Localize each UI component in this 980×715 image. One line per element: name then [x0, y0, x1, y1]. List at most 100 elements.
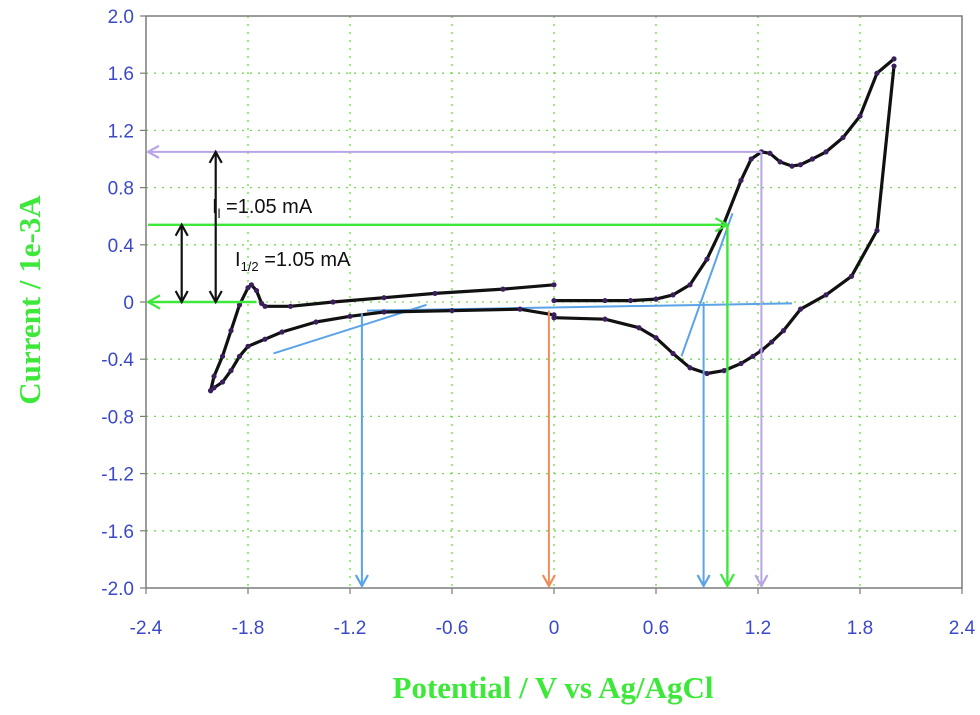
cv-data-point	[253, 287, 260, 294]
cv-data-point	[517, 306, 523, 312]
cv-data-point	[891, 56, 897, 62]
cv-data-point	[551, 297, 557, 304]
cv-data-point	[653, 296, 659, 302]
cv-data-point	[704, 256, 710, 262]
y-axis-label: Current / 1e-3A	[12, 195, 47, 405]
cv-data-point	[219, 379, 226, 385]
cv-data-point	[823, 149, 829, 155]
y-tick-label: 0.4	[108, 236, 135, 257]
cv-data-point	[797, 162, 804, 168]
cv-data-point	[211, 373, 217, 379]
arrow-head	[145, 144, 160, 159]
cv-data-point	[236, 353, 243, 359]
cv-data-point	[721, 368, 727, 374]
cv-data-point	[245, 285, 251, 291]
cv-data-point	[738, 177, 744, 184]
cv-data-point	[208, 388, 214, 394]
x-tick-label: -2.4	[130, 618, 163, 639]
arrow-head	[541, 574, 556, 589]
arrow-head	[208, 290, 223, 305]
y-tick-label: 0.8	[108, 179, 134, 200]
cv-data-point	[602, 297, 608, 304]
cv-data-point	[874, 227, 880, 234]
tangent-lines	[273, 213, 793, 357]
cv-data-point	[551, 282, 557, 288]
cv-data-point	[750, 353, 756, 359]
arrow-head	[174, 222, 189, 237]
cv-data-point	[777, 159, 783, 165]
y-tick-label: -2.0	[101, 579, 134, 600]
cv-data-point	[874, 70, 880, 76]
x-tick-label: -1.2	[334, 618, 367, 639]
cv-data-point	[857, 113, 863, 119]
x-tick-label: 1.2	[745, 618, 771, 639]
cv-data-point	[789, 163, 795, 169]
cv-segment	[552, 57, 896, 303]
cv-data-point	[687, 282, 693, 288]
cv-data-point	[248, 282, 254, 288]
cv-data-point	[279, 329, 285, 335]
x-tick-label: 0	[549, 618, 560, 639]
y-tick-label: -1.2	[101, 465, 134, 486]
cv-data-point	[704, 370, 710, 377]
cv-segment	[209, 283, 556, 393]
cv-data-point	[602, 316, 608, 322]
y-tick-label: 0	[123, 293, 134, 314]
y-tick-label: -0.8	[101, 407, 134, 428]
cv-data-point	[259, 300, 265, 307]
cv-data-point	[797, 306, 804, 312]
arrow-head	[354, 574, 369, 589]
cv-data-point	[636, 325, 642, 331]
cv-data-point	[653, 335, 659, 341]
arrow-head	[145, 294, 161, 310]
cv-data-point	[823, 292, 829, 298]
x-axis-label: Potential / V vs Ag/AgCl	[393, 670, 714, 705]
cv-segment	[209, 307, 556, 393]
cv-data-point	[687, 365, 693, 371]
cv-data-point	[670, 292, 676, 298]
y-tick-label: 1.6	[108, 64, 134, 85]
y-tick-label: 1.2	[108, 121, 134, 142]
cv-data-point	[330, 299, 336, 305]
arrow-head	[696, 574, 711, 589]
y-tick-label: -0.4	[101, 350, 134, 371]
tangent-line	[680, 213, 734, 357]
cv-data-point	[748, 156, 754, 162]
cv-data-point	[767, 150, 773, 156]
ihalf-annotation: I1/2 =1.05 mA	[235, 249, 351, 274]
arrow-head	[754, 574, 769, 589]
axis-ticks: -2.4 -1.8 -1.2 -0.6 0 0.6 1.2 1.8 2.4 2.0 1.6 1.2 0.…	[101, 7, 975, 639]
cv-data-point	[211, 385, 217, 391]
cv-data-point	[228, 328, 234, 334]
cv-data-point	[381, 309, 387, 315]
cv-data-point	[432, 290, 438, 297]
cv-data-point	[551, 315, 557, 321]
cv-data-point	[670, 350, 676, 357]
x-tick-label: 1.8	[847, 618, 873, 639]
cv-data-point	[262, 336, 268, 342]
cv-data-point	[738, 360, 744, 367]
cv-data-point	[381, 295, 387, 301]
cv-data-point	[262, 303, 268, 309]
cv-data-point	[236, 302, 243, 308]
cv-data-point	[313, 319, 319, 325]
cv-data-point	[840, 134, 846, 141]
cv-data-point	[769, 339, 775, 345]
cv-data-point	[627, 297, 634, 304]
x-tick-label: 0.6	[643, 618, 669, 639]
x-tick-label: -0.6	[436, 618, 469, 639]
cv-data-point	[809, 156, 816, 162]
y-tick-label: 2.0	[108, 7, 134, 28]
cv-data-point	[219, 353, 226, 359]
cv-data-point	[347, 313, 353, 319]
arrow-head	[719, 573, 735, 589]
cv-data-point	[780, 328, 787, 334]
il-annotation: Il =1.05 mA	[212, 196, 313, 221]
cv-data-point	[287, 303, 294, 309]
cv-data-point	[500, 286, 506, 292]
cv-data-point	[449, 307, 455, 314]
cv-data-point	[245, 343, 251, 349]
cv-data-point	[891, 63, 897, 69]
arrow-head	[174, 290, 189, 305]
